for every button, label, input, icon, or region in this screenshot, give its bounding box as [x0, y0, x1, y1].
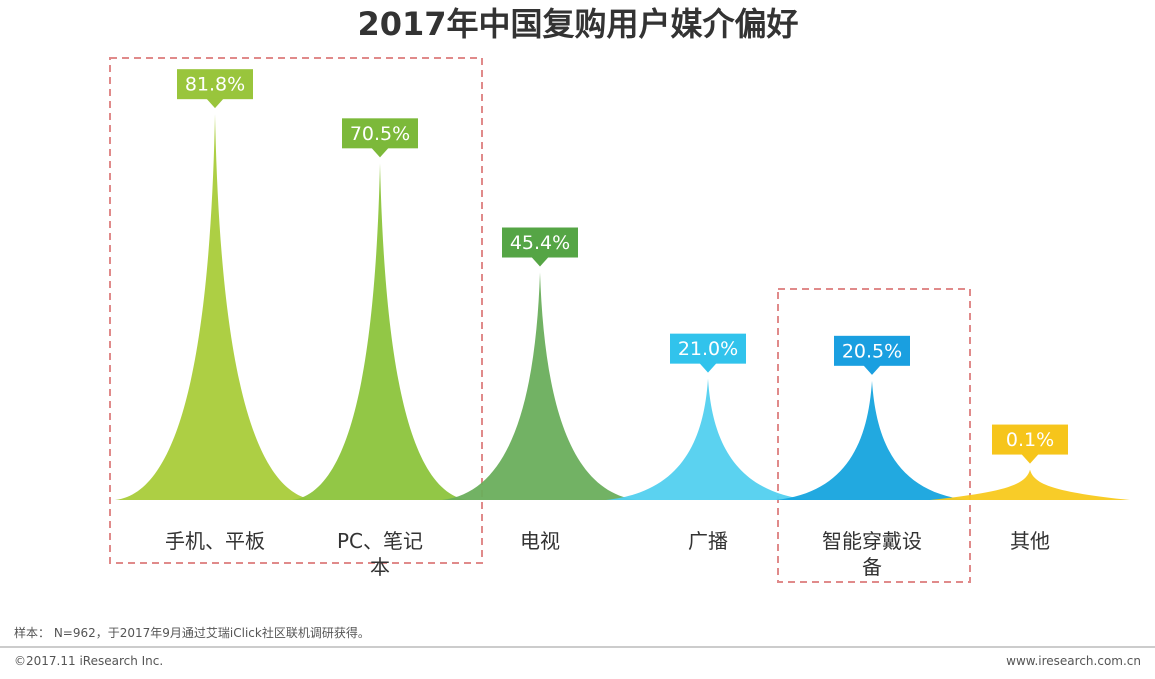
category-label: PC、笔记本: [336, 529, 424, 579]
category-label: 广播: [688, 529, 728, 553]
value-label-pointer: [1021, 453, 1039, 464]
copyright: ©2017.11 iResearch Inc.: [14, 654, 164, 668]
value-label-pointer: [531, 256, 549, 267]
value-label: 45.4%: [510, 232, 570, 254]
value-label-box: [992, 424, 1068, 455]
value-label-pointer: [371, 147, 389, 158]
highlight-box: [777, 288, 971, 583]
value-label: 21.0%: [678, 338, 738, 360]
value-label-pointer: [863, 364, 881, 375]
chart-title: 2017年中国复购用户媒介偏好: [357, 5, 798, 43]
value-label-box: [502, 227, 578, 258]
category-label: 其他: [1010, 529, 1050, 553]
value-label-box: [342, 118, 418, 149]
peak: [292, 163, 468, 500]
peak: [776, 380, 968, 500]
value-label: 81.8%: [185, 74, 245, 96]
peak: [606, 378, 810, 500]
peak: [442, 272, 638, 500]
value-label: 20.5%: [842, 340, 902, 362]
highlight-box: [109, 57, 483, 564]
value-label: 0.1%: [1006, 429, 1054, 451]
peak: [930, 469, 1130, 500]
value-label-box: [834, 335, 910, 366]
value-label-box: [177, 69, 253, 100]
note: 样本： N=962，于2017年9月通过艾瑞iClick社区联机调研获得。: [14, 626, 370, 640]
peak: [115, 114, 315, 501]
website: www.iresearch.com.cn: [1006, 654, 1141, 668]
value-label-pointer: [699, 362, 717, 373]
value-label-box: [670, 333, 746, 364]
category-label: 电视: [520, 529, 560, 553]
value-label: 70.5%: [350, 123, 410, 145]
category-label: 手机、平板: [165, 529, 265, 553]
category-label: 智能穿戴设备: [822, 529, 922, 579]
value-label-pointer: [206, 98, 224, 109]
